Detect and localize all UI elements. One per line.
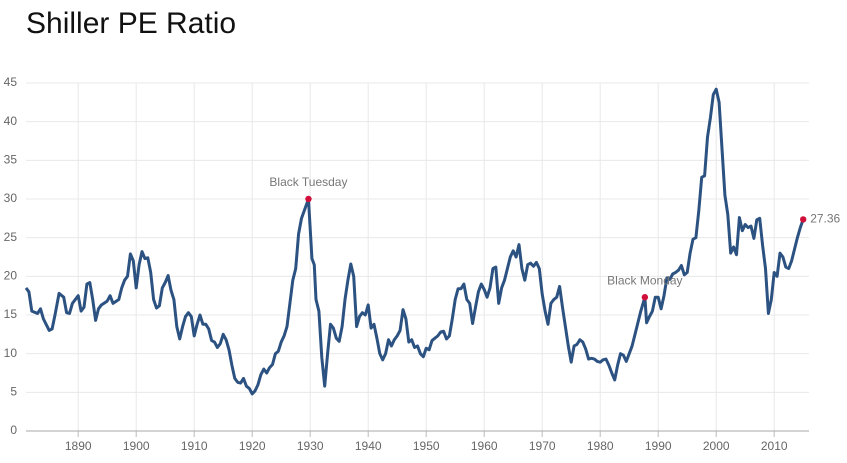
x-tick-label: 1980 xyxy=(587,439,614,453)
x-tick-label: 1950 xyxy=(413,439,440,453)
y-tick-label: 35 xyxy=(4,153,18,167)
annotation-marker xyxy=(800,216,807,223)
y-tick-label: 15 xyxy=(4,307,18,321)
chart-title: Shiller PE Ratio xyxy=(26,7,236,40)
x-tick-label: 1920 xyxy=(239,439,266,453)
y-tick-label: 0 xyxy=(10,423,17,437)
annotation-label: Black Tuesday xyxy=(269,175,347,189)
x-tick-label: 1990 xyxy=(645,439,672,453)
x-tick-label: 2010 xyxy=(761,439,788,453)
x-tick-label: 1960 xyxy=(471,439,498,453)
y-tick-label: 25 xyxy=(4,230,18,244)
x-tick-label: 1970 xyxy=(529,439,556,453)
y-tick-label: 40 xyxy=(4,114,18,128)
x-tick-label: 2000 xyxy=(703,439,730,453)
y-tick-label: 30 xyxy=(4,191,18,205)
y-tick-label: 20 xyxy=(4,269,18,283)
x-tick-label: 1940 xyxy=(355,439,382,453)
y-tick-label: 5 xyxy=(10,385,17,399)
x-tick-label: 1930 xyxy=(297,439,324,453)
x-tick-label: 1890 xyxy=(65,439,92,453)
annotation-label: Black Monday xyxy=(607,273,682,287)
x-tick-label: 1910 xyxy=(181,439,208,453)
data-line xyxy=(24,87,805,396)
value-label: 27.36 xyxy=(810,212,840,226)
x-tick-label: 1900 xyxy=(123,439,150,453)
y-tick-label: 45 xyxy=(4,75,18,89)
y-tick-label: 10 xyxy=(4,346,18,360)
annotation-marker xyxy=(305,195,312,203)
annotation-marker xyxy=(641,294,649,301)
